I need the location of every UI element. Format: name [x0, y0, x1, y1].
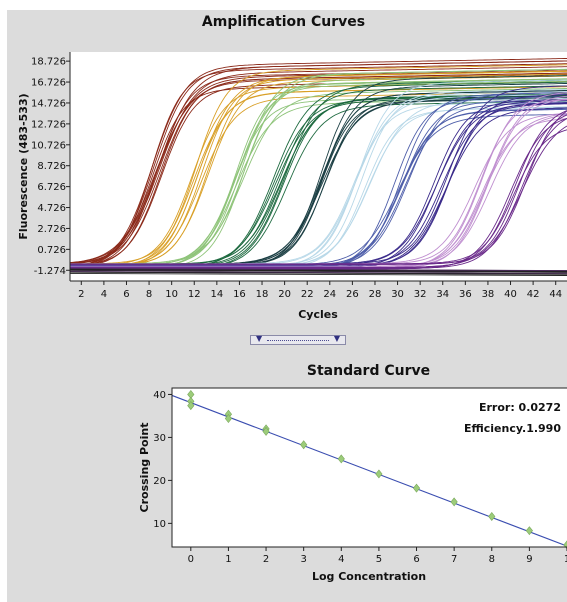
error-annotation: Error: 0.0272	[479, 401, 561, 414]
amplification-x-tick-label: 6	[123, 289, 129, 300]
amplification-x-axis-label: Cycles	[298, 308, 338, 321]
amplification-x-tick-label: 38	[482, 289, 495, 300]
amplification-y-tick-label: 10.726	[31, 140, 66, 151]
amplification-y-tick-label: 16.726	[31, 78, 66, 89]
standard-curve-y-tick-label: 10	[153, 519, 166, 530]
negative-control-curve	[70, 272, 567, 276]
amplification-y-tick-label: 0.726	[37, 245, 66, 256]
amplification-curve-10-7	[70, 110, 567, 265]
amplification-curve-1-4	[70, 72, 567, 268]
amplification-x-tick-label: 32	[414, 289, 427, 300]
standard-curve-x-tick-label: 9	[526, 554, 532, 565]
standard-curve-y-tick-label: 20	[153, 476, 166, 487]
triangle-down-icon: ▼	[256, 334, 263, 343]
amplification-x-tick-label: 14	[210, 289, 223, 300]
amplification-x-tick-label: 12	[188, 289, 201, 300]
amplification-y-tick-label: 4.726	[37, 203, 66, 214]
efficiency-annotation: Efficiency.1.990	[464, 422, 561, 435]
amplification-x-tick-label: 20	[278, 289, 291, 300]
standard-curve-x-tick-label: 6	[413, 554, 419, 565]
amplification-curve-3-3	[70, 88, 567, 265]
amplification-curves-group	[70, 58, 567, 276]
amplification-x-tick-label: 18	[256, 289, 269, 300]
standard-curve-x-tick-label: 0	[188, 554, 194, 565]
standard-curve-y-tick-label: 30	[153, 433, 166, 444]
amplification-x-tick-label: 40	[504, 289, 517, 300]
amplification-x-tick-label: 34	[436, 289, 449, 300]
standard-curve-y-axis-label: Crossing Point	[138, 423, 151, 513]
amplification-y-axis-label: Fluorescence (483-533)	[17, 93, 30, 239]
amplification-y-tick-label: 6.726	[37, 182, 66, 193]
standard-curve-x-tick-label: 3	[300, 554, 306, 565]
standard-curve-frame	[171, 387, 567, 548]
standard-curve-x-tick-label: 1	[225, 554, 231, 565]
standard-curve-y-tick-label: 40	[153, 390, 166, 401]
standard-curve-point	[412, 483, 421, 493]
amplification-axes: 18.726 16.726 14.726 12.726 10.726 8.726 6.726…	[31, 52, 567, 300]
amplification-x-tick-label: 24	[323, 289, 336, 300]
amplification-x-tick-label: 26	[346, 289, 359, 300]
amplification-curve-2-7	[70, 64, 567, 265]
amplification-curve-1-10	[70, 66, 567, 265]
amplification-y-tick-label: 14.726	[31, 98, 66, 109]
amplification-x-tick-label: 30	[391, 289, 404, 300]
amplification-curve-1-9	[70, 58, 567, 267]
amplification-x-tick-label: 16	[233, 289, 246, 300]
negative-control-curve	[70, 268, 567, 272]
standard-curve-x-tick-label: 8	[489, 554, 495, 565]
standard-curve-point	[262, 426, 270, 436]
standard-curve-axes: 40 30 20 10 0 1 2 3 4 5 6 7 8 9 1	[153, 387, 567, 565]
standard-curve-x-tick-label: 7	[451, 554, 457, 565]
amplification-x-tick-label: 10	[165, 289, 178, 300]
negative-control-curve	[70, 271, 567, 275]
amplification-x-tick-label: 8	[146, 289, 152, 300]
standard-curve-x-tick-label: 4	[338, 554, 344, 565]
amplification-x-tick-label: 2	[78, 289, 84, 300]
standard-curve-point	[187, 401, 195, 411]
panel-splitter-handle[interactable]: ▼ ▼	[250, 334, 346, 345]
standard-curve-point	[224, 414, 233, 423]
standard-curve-point	[450, 497, 458, 507]
amplification-x-tick-label: 4	[101, 289, 107, 300]
amplification-x-tick-label: 22	[301, 289, 314, 300]
standard-curve-x-tick-label: 5	[376, 554, 382, 565]
amplification-y-tick-label: 2.726	[37, 224, 66, 235]
amplification-x-tick-label: 28	[369, 289, 382, 300]
amplification-y-tick-label: -1.274	[34, 266, 66, 277]
standard-curve-point	[488, 512, 496, 521]
standard-curve-title: Standard Curve	[306, 363, 431, 379]
amplification-curve-10-4	[70, 125, 567, 268]
negative-control-curve	[70, 268, 567, 272]
standard-curve-x-tick-label: 1	[564, 554, 567, 565]
standard-curve-x-axis-label: Log Concentration	[312, 570, 426, 583]
amplification-x-tick-label: 42	[527, 289, 540, 300]
amplification-y-tick-label: 8.726	[37, 161, 66, 172]
amplification-chart-title: Amplification Curves	[201, 14, 366, 30]
amplification-y-tick-label: 12.726	[31, 119, 66, 130]
amplification-curve-8-8	[70, 103, 567, 268]
standard-curve-point	[337, 454, 345, 464]
amplification-y-tick-label: 18.726	[31, 57, 66, 68]
standard-curve-point	[375, 469, 383, 479]
negative-control-curve	[70, 269, 567, 273]
amplification-x-tick-label: 44	[549, 289, 562, 300]
amplification-x-tick-label: 36	[459, 289, 472, 300]
standard-curve-point	[525, 526, 533, 536]
splitter-grip	[267, 340, 329, 341]
standard-curve-point	[300, 440, 308, 450]
amplification-curve-1-12	[70, 60, 567, 267]
triangle-down-icon: ▼	[333, 334, 340, 343]
standard-curve-x-tick-label: 2	[263, 554, 269, 565]
standard-curve-fit-line	[171, 394, 567, 547]
standard-curve-marks	[171, 389, 567, 550]
